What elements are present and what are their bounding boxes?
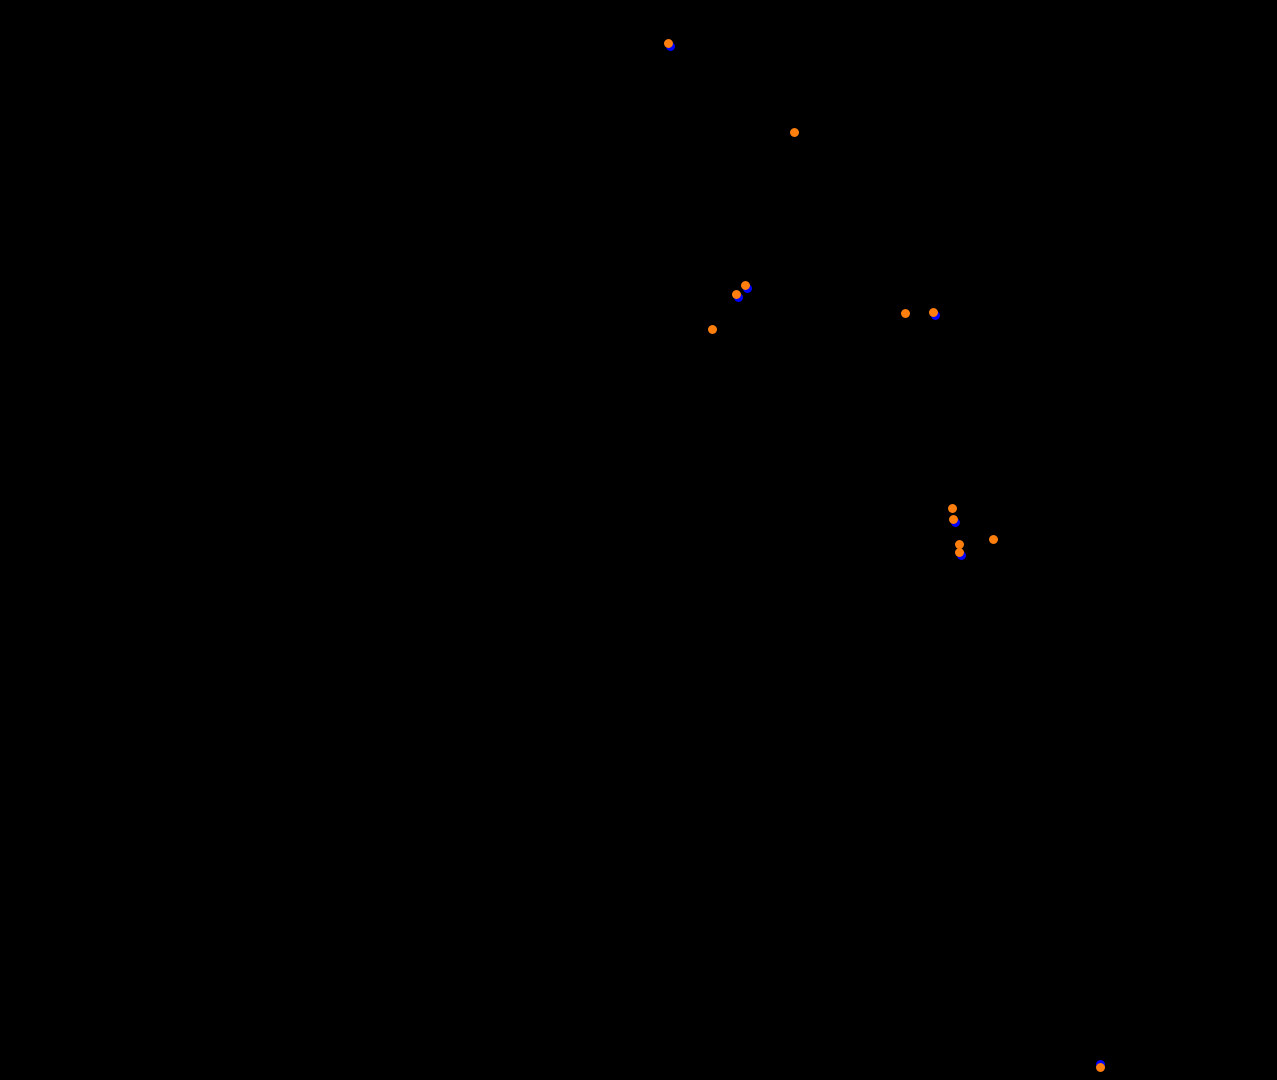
scatter-point-orange-series-4 — [707, 324, 717, 334]
scatter-point-orange-series-2 — [740, 280, 750, 290]
scatter-point-orange-series-8 — [948, 514, 958, 524]
scatter-point-orange-series-5 — [900, 308, 910, 318]
scatter-point-orange-series-10 — [954, 539, 964, 549]
scatter-point-orange-series-7 — [947, 503, 957, 513]
scatter-point-orange-series-9 — [988, 534, 998, 544]
scatter-point-orange-series-6 — [928, 307, 938, 317]
scatter-point-orange-series-12 — [1095, 1062, 1105, 1072]
scatter-point-orange-series-0 — [663, 38, 673, 48]
scatter-point-orange-series-3 — [731, 289, 741, 299]
scatter-point-orange-series-1 — [789, 127, 799, 137]
scatter-point-orange-series-11 — [954, 547, 964, 557]
